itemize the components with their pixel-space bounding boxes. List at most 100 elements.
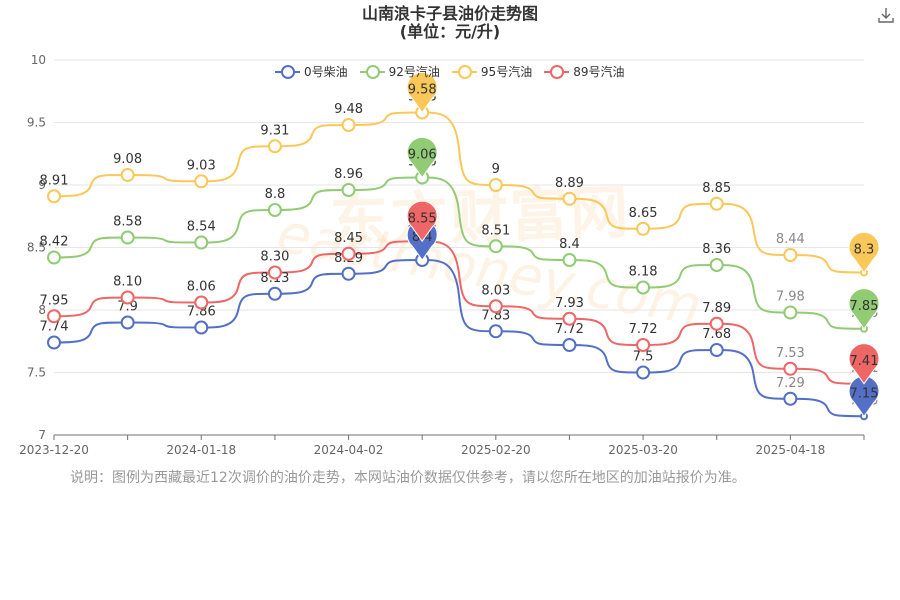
- data-label: 8.44: [776, 232, 805, 247]
- x-tick-label: 2024-04-02: [314, 443, 384, 457]
- data-point: [267, 286, 282, 301]
- legend-label: 0号柴油: [304, 65, 348, 79]
- data-label: 9.08: [113, 152, 142, 167]
- data-point: [194, 174, 209, 189]
- data-label: 7.9: [117, 300, 138, 315]
- data-point: [488, 324, 503, 339]
- data-point: [120, 315, 135, 330]
- x-tick-label: 2025-04-18: [755, 443, 825, 457]
- series-line: [53, 259, 865, 418]
- pin-marker: [848, 231, 880, 274]
- data-label: 7.74: [40, 320, 69, 335]
- data-point: [562, 191, 577, 206]
- data-label: 7.98: [776, 290, 805, 305]
- data-point: [709, 343, 724, 357]
- legend-item[interactable]: 0号柴油: [275, 63, 348, 80]
- data-label: 8.06: [187, 280, 216, 295]
- y-tick-label: 9: [38, 178, 46, 192]
- data-label: 7.89: [702, 301, 731, 316]
- data-point: [194, 235, 209, 250]
- data-point: [709, 316, 724, 331]
- pin-label: 9.06: [408, 148, 437, 163]
- x-tick-label: 2023-12-20: [19, 443, 89, 457]
- legend-item[interactable]: 95号汽油: [451, 63, 533, 80]
- pin-label: 8.55: [408, 211, 437, 226]
- chart-note: 说明：图例为西藏最近12次调价的油价走势，本网站油价数据仅供参考，请以您所在地区…: [70, 470, 746, 486]
- legend-line-icon: [275, 64, 300, 79]
- data-point: [636, 338, 651, 352]
- series-line: [53, 111, 865, 274]
- data-point: [488, 178, 503, 192]
- data-label: 8.42: [40, 235, 69, 250]
- y-tick-label: 8: [38, 303, 46, 317]
- data-label: 8.65: [629, 206, 658, 221]
- data-point: [194, 295, 209, 310]
- data-point: [636, 280, 651, 295]
- y-tick-label: 8.5: [27, 241, 46, 255]
- data-point: [341, 183, 356, 197]
- x-tick-label: 2025-02-20: [461, 443, 531, 457]
- data-label: 7.68: [702, 327, 731, 342]
- data-point: [194, 320, 209, 335]
- y-tick-label: 10: [31, 53, 46, 67]
- y-tick-label: 9.5: [27, 116, 46, 130]
- data-label: 8.89: [555, 176, 584, 191]
- data-point: [783, 248, 798, 262]
- pin-label: 7.15: [850, 386, 879, 401]
- data-label: 8.03: [481, 283, 510, 298]
- chart-title: 山南浪卡子县油价走势图: [361, 4, 538, 23]
- pin-marker: [848, 288, 880, 330]
- legend-line-icon: [544, 64, 570, 79]
- data-label: 7.95: [40, 293, 69, 308]
- legend-label: 89号汽油: [573, 65, 625, 79]
- data-label: 7.93: [555, 296, 584, 311]
- data-label: 7.53: [776, 346, 805, 361]
- data-point: [636, 365, 651, 380]
- data-label: 8.4: [559, 237, 580, 252]
- data-point: [488, 299, 503, 314]
- y-tick-label: 7.5: [27, 366, 46, 380]
- data-label: 7.29: [776, 376, 805, 391]
- pin-marker: [406, 136, 438, 179]
- data-label: 8.30: [260, 250, 289, 265]
- data-label: 9.03: [187, 158, 216, 173]
- data-point: [47, 335, 61, 350]
- data-label: 8.36: [702, 242, 731, 257]
- data-label: 9: [492, 162, 500, 177]
- data-label: 8.10: [113, 275, 142, 290]
- pin-marker: [406, 71, 438, 114]
- y-tick-label: 7: [38, 428, 46, 442]
- data-point: [709, 258, 724, 272]
- legend-item[interactable]: 92号汽油: [359, 63, 440, 80]
- download-icon[interactable]: [877, 6, 895, 24]
- series-line: [53, 240, 865, 385]
- data-point: [341, 266, 356, 281]
- legend: 0号柴油 92号汽油 95号汽油 89号汽油: [275, 63, 624, 80]
- x-tick-label: 2025-03-20: [608, 443, 678, 457]
- data-point: [562, 311, 577, 326]
- legend-line-icon: [451, 64, 477, 79]
- data-point: [47, 189, 61, 204]
- pin-marker: [848, 343, 880, 385]
- data-label: 8.54: [187, 220, 216, 235]
- pin-label: 8.3: [854, 243, 875, 258]
- legend-item[interactable]: 89号汽油: [544, 63, 624, 80]
- legend-line-icon: [359, 64, 385, 79]
- chart-subtitle: (单位：元/升): [399, 22, 501, 41]
- pin-marker: [406, 200, 438, 243]
- data-point: [636, 221, 651, 236]
- pin-label: 9.58: [408, 83, 437, 98]
- data-point: [267, 203, 282, 217]
- data-point: [267, 265, 282, 280]
- data-point: [47, 250, 61, 265]
- legend-label: 95号汽油: [480, 65, 533, 79]
- data-label: 9.48: [334, 102, 363, 117]
- data-point: [709, 196, 724, 211]
- data-point: [120, 290, 135, 305]
- data-point: [341, 246, 356, 261]
- pin-label: 7.41: [850, 354, 879, 369]
- data-label: 8.91: [40, 173, 69, 188]
- data-point: [47, 309, 61, 324]
- data-label: 8.18: [629, 265, 658, 280]
